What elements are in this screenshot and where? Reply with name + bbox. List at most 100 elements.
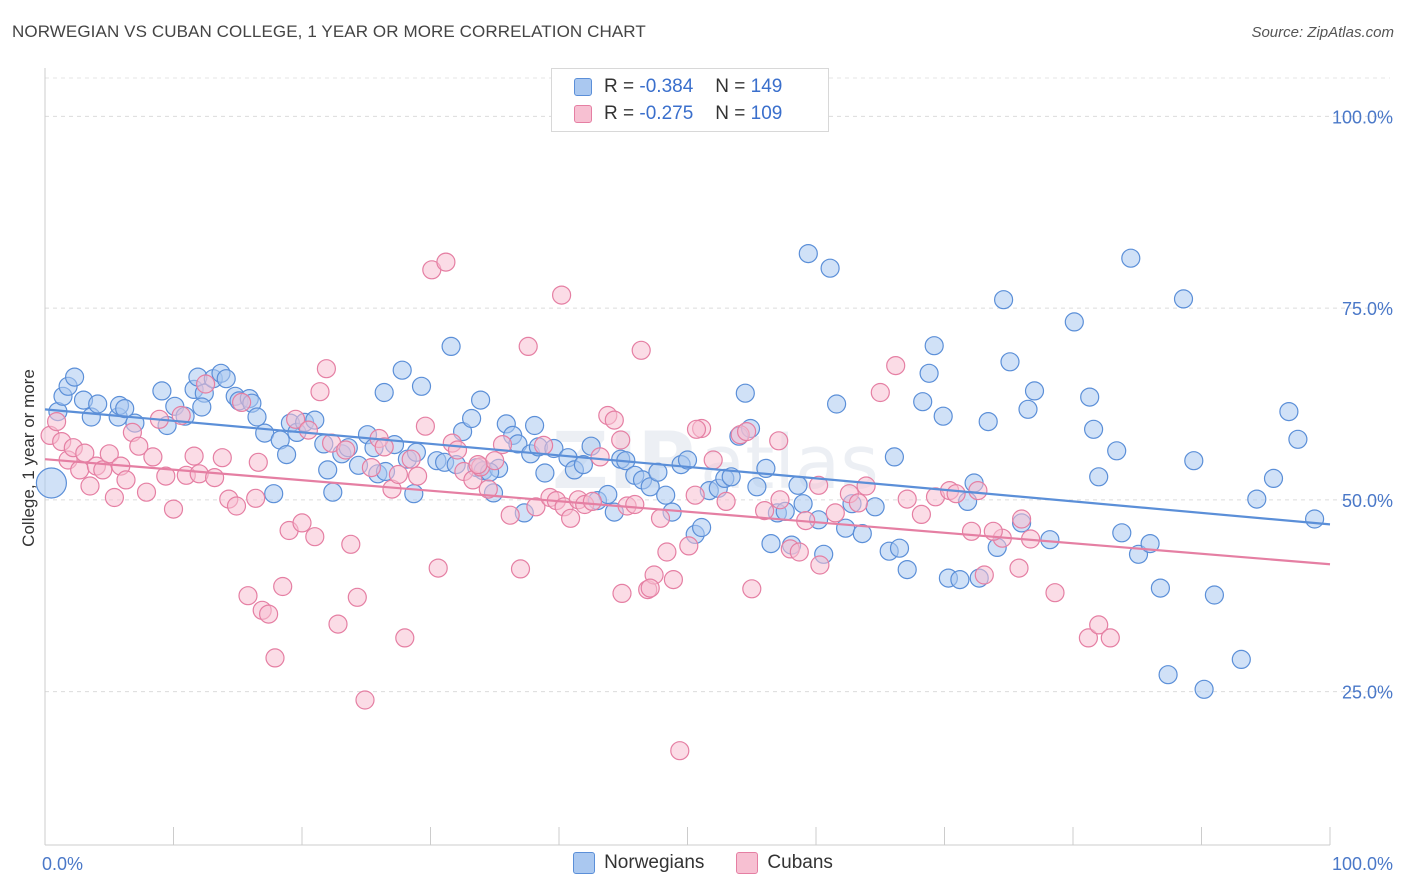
legend-swatch-cubans <box>736 852 759 874</box>
point-norwegians <box>826 394 847 414</box>
point-cubans <box>232 392 252 412</box>
legend-n-value: 109 <box>750 103 783 124</box>
legend-item-cubans[interactable]: Cubans <box>736 852 833 874</box>
point-cubans <box>355 690 375 710</box>
point-cubans <box>703 450 723 470</box>
point-cubans <box>510 559 531 579</box>
point-cubans <box>104 487 125 508</box>
point-norwegians <box>318 460 338 480</box>
point-cubans <box>248 452 268 472</box>
point-cubans <box>886 356 906 376</box>
legend-row-norwegians: R = -0.384 N = 149 <box>574 74 782 100</box>
point-norwegians <box>924 336 944 356</box>
point-cubans <box>808 475 829 495</box>
point-cubans <box>870 382 890 403</box>
legend-n-value: 149 <box>750 76 783 97</box>
point-norwegians <box>1279 402 1299 422</box>
point-norwegians <box>788 475 808 495</box>
point-cubans <box>670 741 690 761</box>
point-cubans <box>273 576 293 597</box>
point-norwegians <box>1231 649 1251 670</box>
point-cubans <box>80 476 100 496</box>
point-norwegians <box>1000 352 1020 372</box>
legend-item-norwegians[interactable]: Norwegians <box>573 852 704 874</box>
point-cubans <box>1045 583 1065 603</box>
point-cubans <box>716 491 736 511</box>
point-cubans <box>968 481 988 501</box>
point-cubans <box>754 501 775 521</box>
point-cubans <box>184 446 204 466</box>
point-norwegians <box>691 517 712 538</box>
point-norwegians <box>441 336 461 356</box>
point-cubans <box>99 444 119 464</box>
point-norwegians <box>323 482 343 502</box>
point-cubans <box>974 565 994 585</box>
point-cubans <box>518 336 538 356</box>
point-norwegians <box>64 367 85 387</box>
point-cubans <box>789 542 809 562</box>
point-cubans <box>897 489 917 509</box>
point-norwegians <box>1018 399 1038 419</box>
point-cubans <box>428 558 448 578</box>
point-cubans <box>292 513 312 533</box>
point-cubans <box>408 466 428 486</box>
tick-labels: 100.0% 75.0% 50.0% 25.0% 0.0% 100.0% <box>42 107 1393 874</box>
point-cubans <box>551 285 572 305</box>
point-norwegians <box>798 244 818 264</box>
point-cubans <box>401 449 421 469</box>
y-axis-title: College, 1 year or more <box>19 369 38 547</box>
point-norwegians <box>897 559 917 580</box>
point-norwegians <box>919 363 939 383</box>
point-cubans <box>93 460 113 480</box>
point-cubans <box>848 493 869 513</box>
point-cubans <box>1011 509 1032 529</box>
point-norwegians <box>462 408 482 429</box>
point-cubans <box>604 410 624 430</box>
point-norwegians <box>933 406 953 426</box>
point-cubans <box>612 583 632 604</box>
point-norwegians <box>1247 489 1267 509</box>
point-cubans <box>810 555 830 575</box>
point-cubans <box>1078 628 1099 648</box>
point-cubans <box>388 464 408 485</box>
point-cubans <box>212 448 232 468</box>
point-norwegians <box>216 369 236 389</box>
point-norwegians <box>573 455 594 475</box>
point-norwegians <box>1204 585 1225 605</box>
point-cubans <box>770 490 790 510</box>
point-cubans <box>742 579 762 599</box>
point-cubans <box>328 614 348 634</box>
point-norwegians <box>656 485 676 505</box>
point-norwegians <box>721 467 741 487</box>
trend-line-norwegians <box>44 408 1331 526</box>
point-cubans <box>259 604 279 624</box>
point-cubans <box>468 455 488 475</box>
point-norwegians <box>793 494 813 514</box>
point-norwegians <box>152 381 172 401</box>
series-cubans <box>40 252 1120 761</box>
point-cubans <box>1100 628 1120 648</box>
point-norwegians <box>471 390 491 410</box>
point-norwegians <box>889 538 910 558</box>
legend-swatch-norwegians <box>574 78 592 96</box>
point-norwegians <box>88 394 108 414</box>
point-cubans <box>560 508 581 528</box>
point-norwegians <box>993 290 1014 310</box>
point-cubans <box>825 503 845 523</box>
point-cubans <box>316 359 336 379</box>
point-cubans <box>136 482 157 502</box>
point-cubans <box>611 430 631 450</box>
point-norwegians <box>115 399 135 419</box>
x-tick-label: 100.0% <box>1332 854 1393 874</box>
point-cubans <box>395 628 415 648</box>
legend-label-cubans: Cubans <box>767 852 833 873</box>
point-cubans <box>129 436 149 456</box>
y-tick-label: 75.0% <box>1342 299 1393 319</box>
x-tick-label: 0.0% <box>42 854 83 874</box>
point-norwegians <box>1107 441 1127 461</box>
point-cubans <box>361 458 381 478</box>
point-cubans <box>116 470 136 490</box>
point-cubans <box>485 451 505 471</box>
point-cubans <box>163 499 184 519</box>
